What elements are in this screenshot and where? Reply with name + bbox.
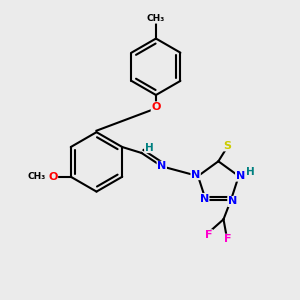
Text: CH₃: CH₃ xyxy=(147,14,165,23)
Text: N: N xyxy=(228,196,237,206)
Text: CH₃: CH₃ xyxy=(28,172,46,181)
Text: S: S xyxy=(223,141,231,151)
Text: O: O xyxy=(48,172,58,182)
Text: H: H xyxy=(145,142,153,153)
Text: H: H xyxy=(246,167,254,177)
Text: N: N xyxy=(157,161,167,171)
Text: O: O xyxy=(151,102,160,112)
Text: F: F xyxy=(224,234,232,244)
Text: N: N xyxy=(236,171,245,181)
Text: N: N xyxy=(191,169,200,180)
Text: N: N xyxy=(200,194,209,203)
Text: F: F xyxy=(205,230,212,240)
